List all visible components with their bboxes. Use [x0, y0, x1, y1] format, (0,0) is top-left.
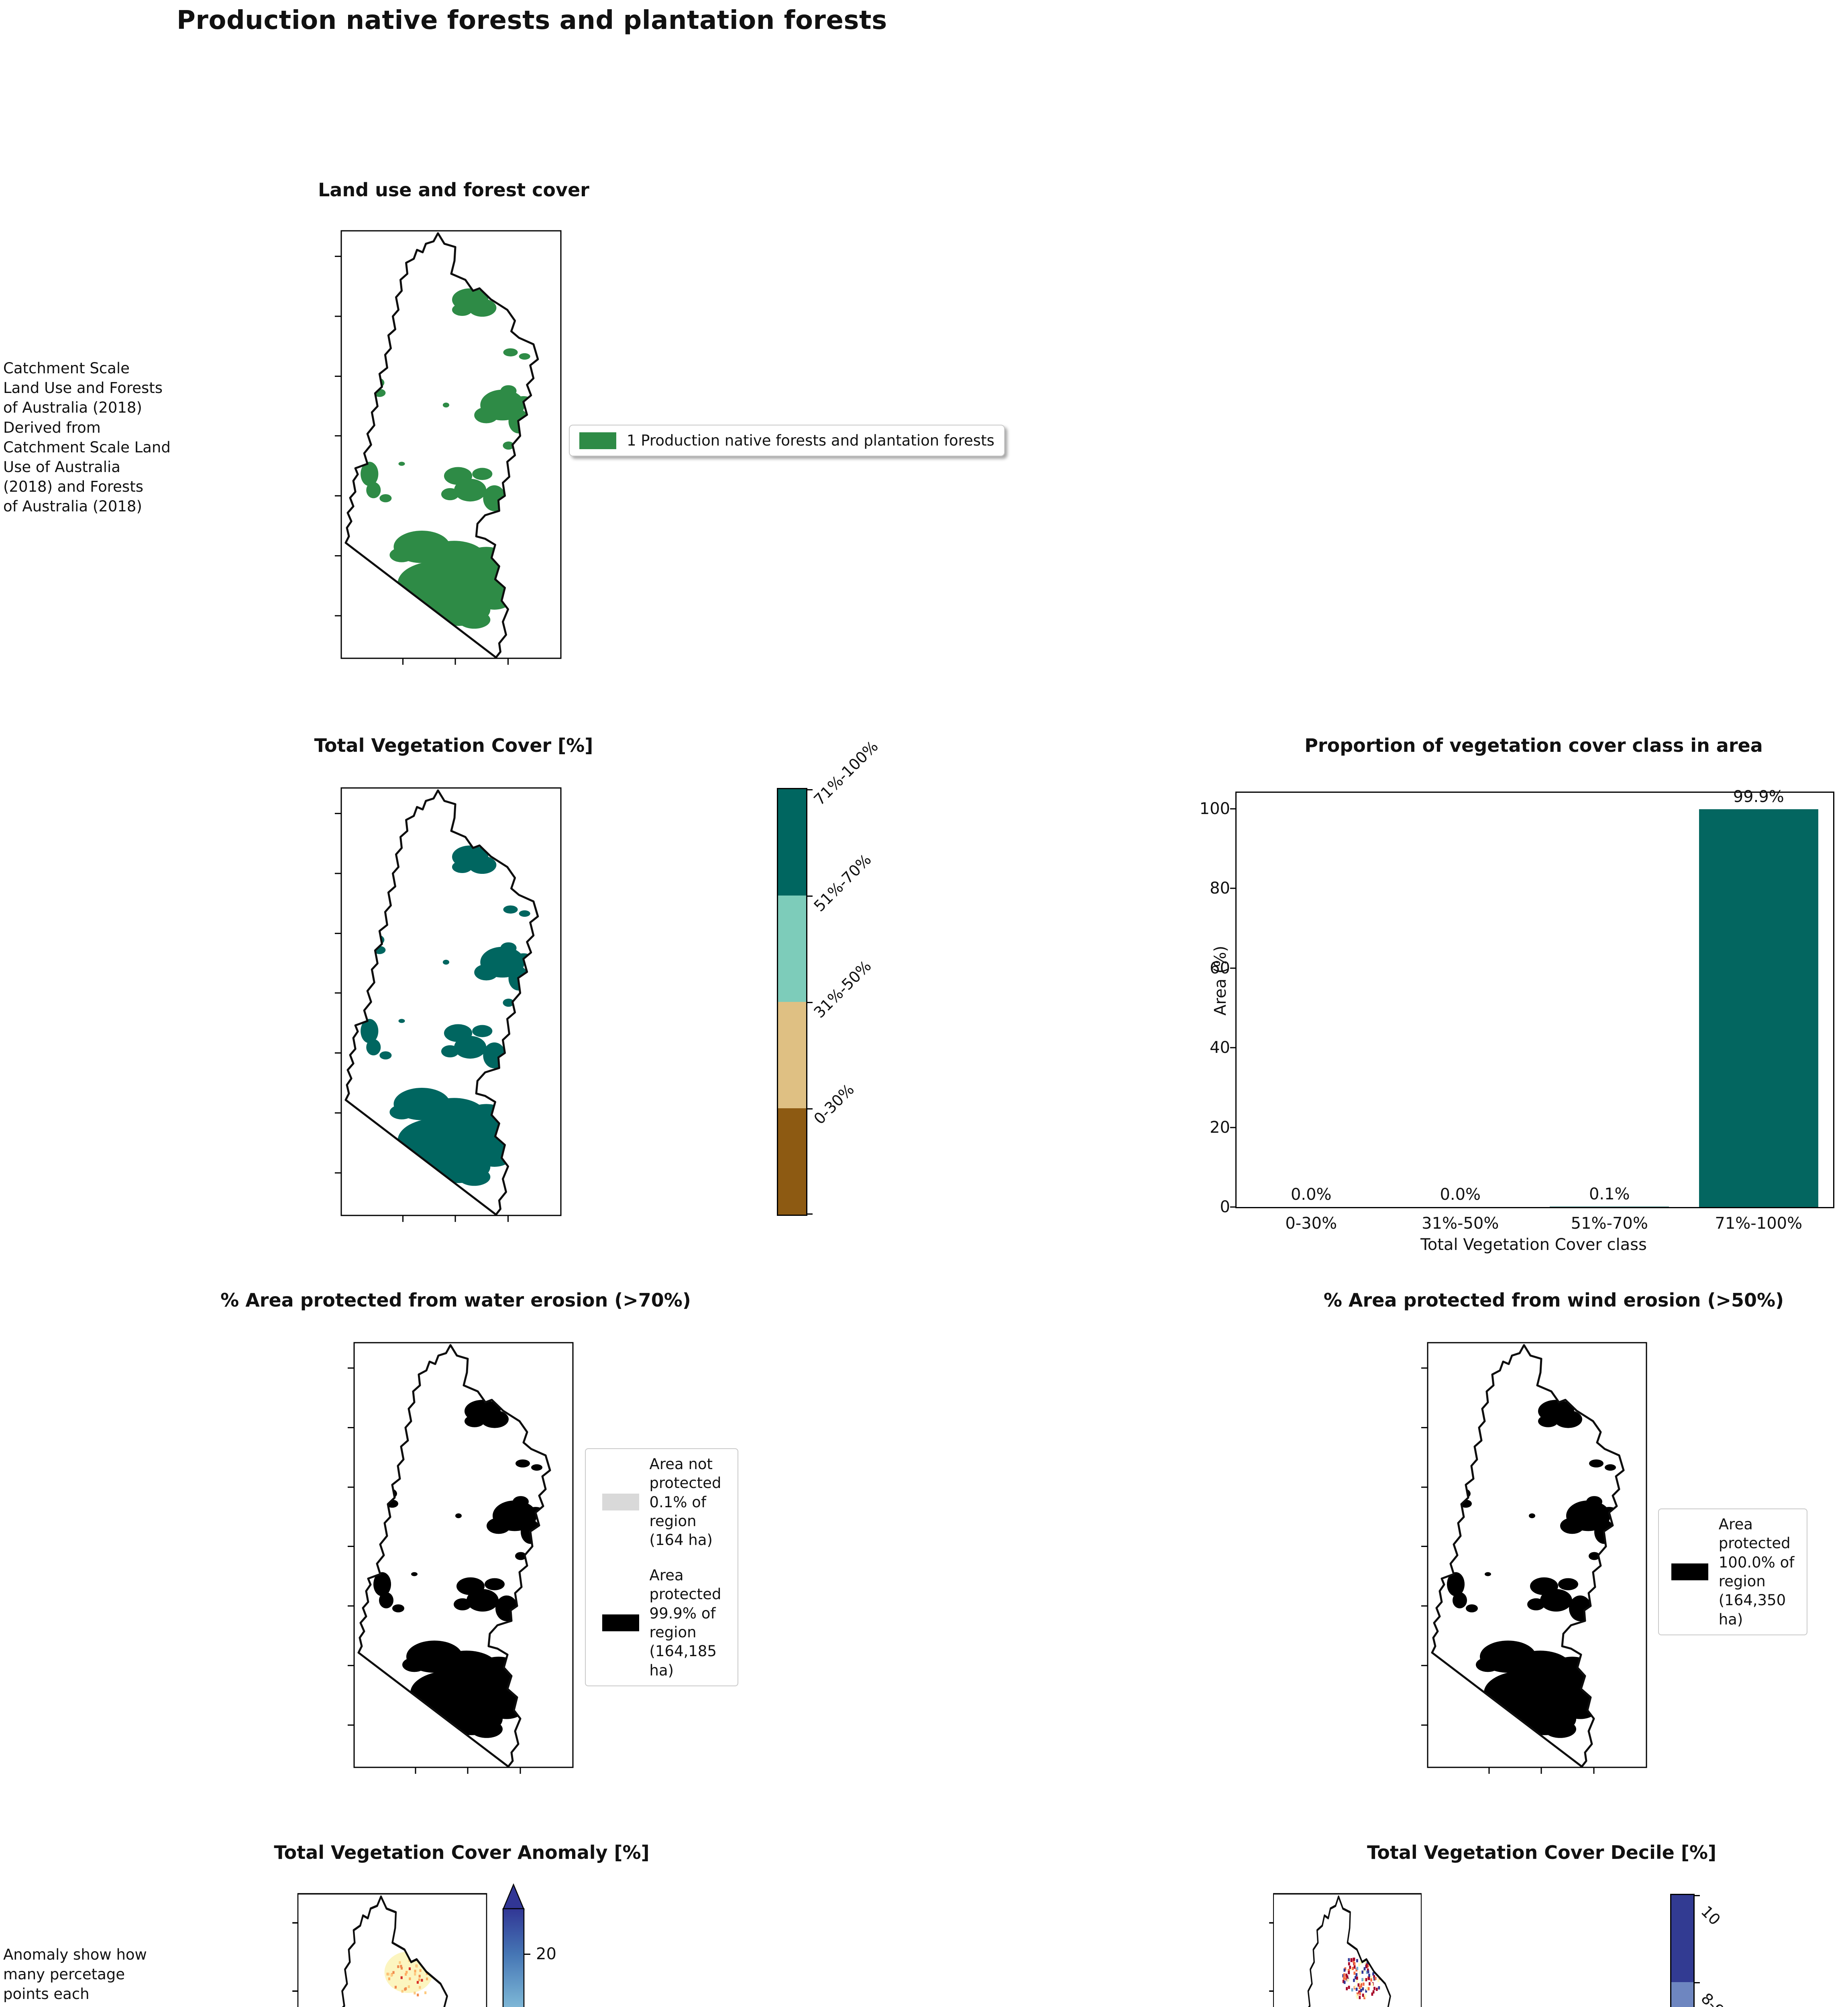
ytick-80: 80	[1210, 879, 1230, 898]
landuse-source-note: Catchment Scale Land Use and Forests of …	[3, 360, 171, 515]
xtick-71-100: 71%-100%	[1715, 1214, 1803, 1233]
cbar-seg-51-70	[778, 896, 806, 1002]
ytick-60: 60	[1210, 959, 1230, 977]
bar-value-0-30: 0.0%	[1290, 1185, 1332, 1204]
x-axis-label: Total Vegetation Cover class	[1420, 1236, 1647, 1254]
bar-71-100	[1699, 809, 1818, 1207]
wind-erosion-title: % Area protected from wind erosion (>50%…	[1323, 1289, 1784, 1311]
bar-value-71-100: 99.9%	[1733, 787, 1784, 806]
bar-value-31-50: 0.0%	[1440, 1185, 1481, 1204]
decile-title: Total Vegetation Cover Decile [%]	[1367, 1842, 1717, 1863]
proportion-chart-plot: 0 20 40 60 80 100 0.0% 0.0% 0.1% 99.9% 0…	[1200, 788, 1834, 1233]
wind-erosion-map	[1420, 1342, 1647, 1775]
not-protected-label: Area not protected 0.1% of region (164 h…	[649, 1455, 721, 1549]
wind-protected-label: Area protected 100.0% of region (164,350…	[1718, 1516, 1795, 1628]
water-erosion-legend: Area not protected 0.1% of region (164 h…	[585, 1448, 738, 1686]
decile-label-10: 10	[1697, 1902, 1724, 1929]
cbar-label-0-30: 0-30%	[810, 1080, 858, 1128]
landuse-title: Land use and forest cover	[318, 179, 589, 201]
vegcover-colorbar: 71%-100% 51%-70% 31%-50% 0-30%	[777, 737, 882, 1216]
cbar-seg-31-50	[778, 1002, 806, 1108]
forest-legend-swatch	[579, 432, 616, 449]
cbar-label-71-100: 71%-100%	[810, 737, 882, 809]
anomaly-map	[291, 1893, 487, 2007]
decile-seg-8-9	[1671, 1982, 1693, 2007]
wind-protected-shapes	[1447, 1398, 1618, 1738]
decile-seg-10	[1671, 1895, 1693, 1983]
water-erosion-title: % Area protected from water erosion (>70…	[220, 1289, 691, 1311]
ytick-20: 20	[1210, 1118, 1230, 1137]
page-title: Production native forests and plantation…	[177, 6, 887, 35]
anomaly-note: Anomaly show how many percetage points e…	[3, 1946, 147, 2007]
vegcover-map	[334, 787, 562, 1223]
vegcover-title: Total Vegetation Cover [%]	[314, 735, 593, 756]
water-protected-shapes	[373, 1398, 544, 1738]
decile-label-8-9: 8-9	[1697, 1989, 1728, 2007]
forest-area-shapes	[361, 287, 532, 629]
landuse-legend: 1 Production native forests and plantati…	[569, 425, 1005, 457]
bar-value-51-70: 0.1%	[1589, 1185, 1630, 1204]
ytick-40: 40	[1210, 1038, 1230, 1057]
anomaly-title: Total Vegetation Cover Anomaly [%]	[274, 1842, 650, 1863]
landuse-map	[334, 230, 562, 666]
anomaly-colorbar: 20 10 0 −10 −20	[502, 1883, 556, 2007]
proportion-chart-title: Proportion of vegetation cover class in …	[1304, 735, 1763, 756]
cbar-seg-0-30	[778, 1108, 806, 1215]
vegcover-area-shapes	[361, 844, 532, 1186]
ytick-0: 0	[1220, 1198, 1230, 1216]
forest-legend-label: 1 Production native forests and plantati…	[627, 432, 994, 449]
wind-protected-swatch	[1671, 1563, 1708, 1581]
cbar-label-51-70: 51%-70%	[810, 850, 875, 915]
wind-erosion-legend: Area protected 100.0% of region (164,350…	[1658, 1508, 1807, 1636]
cbar-seg-71-100	[778, 789, 806, 896]
water-erosion-map	[347, 1342, 574, 1775]
ytick-100: 100	[1199, 799, 1230, 818]
xtick-0-30: 0-30%	[1285, 1214, 1337, 1233]
protected-label: Area protected 99.9% of region (164,185 …	[649, 1566, 721, 1679]
protected-swatch	[602, 1614, 639, 1631]
y-axis-label: Area (%)	[1211, 946, 1230, 1016]
xtick-51-70: 51%-70%	[1571, 1214, 1648, 1233]
xtick-31-50: 31%-50%	[1422, 1214, 1499, 1233]
decile-map	[1268, 1893, 1422, 2007]
cbar-label-31-50: 31%-50%	[810, 957, 875, 1022]
not-protected-swatch	[602, 1494, 639, 1511]
decile-colorbar: 10 8-9 4-7 2-3 1	[1670, 1894, 1728, 2007]
anomaly-tick-20: 20	[536, 1945, 556, 1963]
